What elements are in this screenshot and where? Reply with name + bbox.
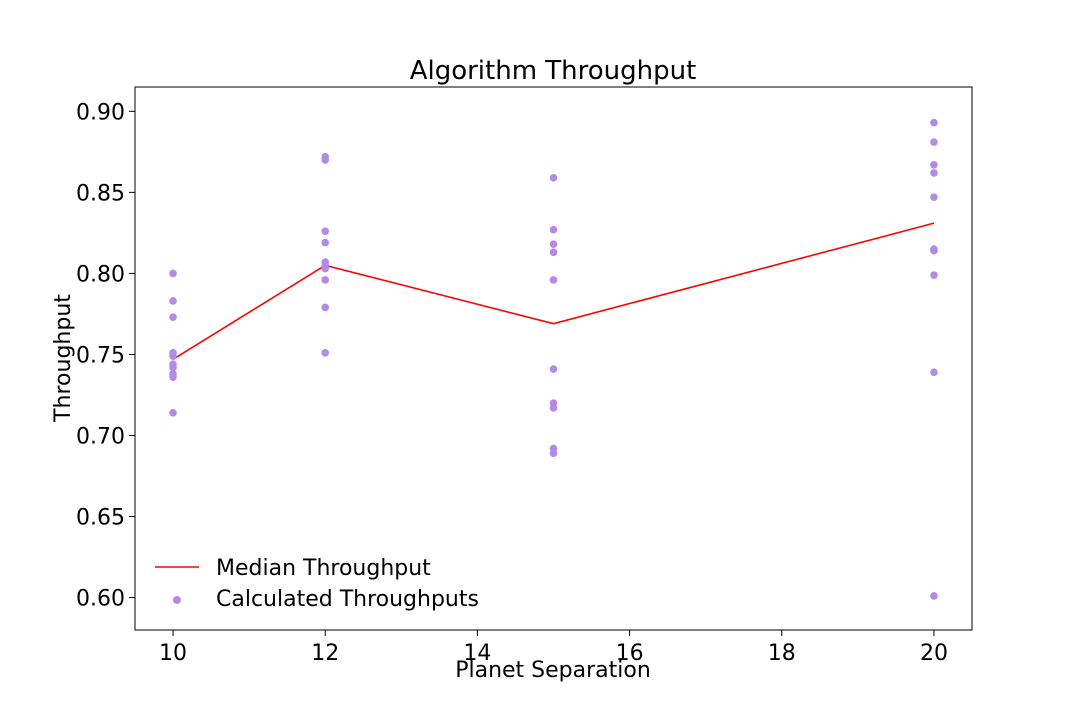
throughput-point — [169, 409, 177, 417]
throughput-point — [321, 276, 330, 284]
y-tick-label: 0.70 — [76, 424, 125, 449]
y-axis-label: Throughput — [51, 294, 76, 423]
throughput-point — [169, 297, 177, 305]
throughput-point — [321, 238, 330, 247]
y-tick-label: 0.90 — [76, 100, 125, 125]
legend: Median Throughput Calculated Throughputs — [155, 556, 479, 612]
throughput-point — [549, 173, 558, 182]
throughput-point — [549, 276, 558, 284]
throughput-point — [930, 138, 938, 146]
legend-points-swatch — [173, 596, 181, 604]
throughput-point — [169, 373, 177, 381]
x-tick-label: 12 — [311, 641, 339, 666]
throughput-point — [930, 118, 938, 127]
y-tick-label: 0.75 — [76, 343, 125, 368]
x-axis-label: Planet Separation — [455, 658, 651, 683]
throughput-point — [930, 592, 938, 600]
chart-title: Algorithm Throughput — [410, 56, 697, 86]
throughput-point — [930, 161, 938, 169]
throughput-point — [930, 169, 938, 177]
throughput-point — [930, 271, 938, 279]
legend-median-label: Median Throughput — [216, 556, 431, 581]
throughput-point — [930, 193, 938, 202]
throughput-point — [321, 227, 330, 236]
throughput-point — [321, 264, 330, 273]
y-tick-label: 0.65 — [76, 506, 125, 531]
y-tick-label: 0.60 — [76, 587, 125, 612]
plot-frame — [134, 86, 973, 631]
throughput-point — [169, 363, 177, 372]
throughput-point — [169, 269, 177, 278]
throughput-point — [549, 248, 558, 257]
throughput-point — [930, 246, 938, 255]
throughput-point — [549, 404, 558, 412]
x-tick-label: 10 — [159, 641, 187, 666]
legend-points-label: Calculated Throughputs — [216, 587, 479, 612]
x-axis-ticks: 10 12 14 16 18 20 — [159, 630, 948, 666]
x-tick-label: 18 — [768, 641, 796, 666]
throughput-point — [549, 225, 558, 234]
throughput-point — [549, 365, 558, 373]
plot-area — [169, 118, 938, 600]
throughput-point — [930, 368, 938, 377]
throughput-point — [169, 313, 177, 321]
median-throughput-line — [172, 222, 935, 360]
throughput-point — [321, 303, 330, 312]
x-tick-label: 16 — [616, 641, 644, 666]
y-tick-label: 0.80 — [76, 262, 125, 287]
throughput-point — [169, 352, 177, 360]
x-tick-label: 20 — [920, 641, 948, 666]
y-tick-label: 0.85 — [76, 181, 125, 206]
throughput-point — [321, 156, 330, 164]
throughput-point — [549, 240, 558, 249]
y-axis-ticks: 0.60 0.65 0.70 0.75 0.80 0.85 0.90 — [76, 100, 135, 612]
throughput-point — [321, 349, 330, 357]
x-tick-label: 14 — [463, 641, 491, 666]
throughput-point — [549, 449, 558, 458]
